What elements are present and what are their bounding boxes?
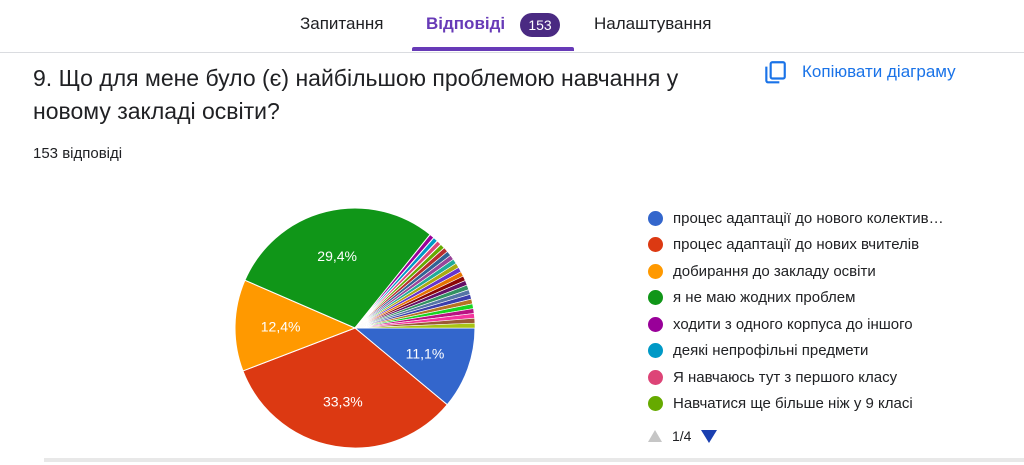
- tab-questions[interactable]: Запитання: [300, 14, 384, 33]
- copy-chart-button[interactable]: Копіювати діаграму: [762, 58, 956, 86]
- legend-swatch: [648, 369, 663, 385]
- triangle-up-icon[interactable]: [648, 430, 662, 442]
- legend-swatch: [648, 316, 663, 332]
- answers-count-badge: 153: [520, 13, 560, 37]
- response-count: 153 відповіді: [33, 145, 123, 162]
- scroll-track: [44, 458, 1024, 462]
- legend-label: деякі непрофільні предмети: [673, 342, 869, 360]
- active-tab-indicator: [412, 47, 574, 51]
- copy-chart-label: Копіювати діаграму: [802, 62, 956, 81]
- legend-pager: 1/4: [648, 428, 718, 444]
- pie-chart: 11,1% 33,3% 12,4% 29,4%: [234, 207, 476, 449]
- legend-item-2: добирання до закладу освіти: [648, 258, 944, 285]
- legend-swatch: [648, 263, 663, 279]
- legend-item-6: Я навчаюсь тут з першого класу: [648, 364, 944, 391]
- pie-slice-2: [234, 279, 357, 372]
- legend-swatch: [648, 210, 663, 226]
- pie-slice-0: [353, 327, 476, 406]
- chart-legend: процес адаптації до нового колектив… проц…: [648, 205, 944, 417]
- tab-settings[interactable]: Налаштування: [594, 14, 712, 33]
- pie-slice-other-17: [354, 322, 476, 329]
- pie-data-label-1: 33,3%: [323, 393, 363, 409]
- pie-slice-3: [244, 207, 431, 329]
- legend-label: процес адаптації до нових вчителів: [673, 236, 920, 254]
- pager-label: 1/4: [672, 428, 692, 444]
- pie-data-label-0: 11,1%: [406, 345, 445, 361]
- legend-item-0: процес адаптації до нового колектив…: [648, 205, 944, 232]
- tab-answers[interactable]: Відповіді: [426, 14, 506, 33]
- legend-swatch: [648, 396, 663, 412]
- legend-item-5: деякі непрофільні предмети: [648, 338, 944, 365]
- pie-slice-1: [242, 327, 448, 449]
- legend-label: Я навчаюсь тут з першого класу: [673, 368, 898, 386]
- legend-item-4: ходити з одного корпуса до іншого: [648, 311, 944, 338]
- pie-data-label-3: 29,4%: [317, 248, 357, 264]
- legend-label: ходити з одного корпуса до іншого: [673, 315, 913, 333]
- pie-data-label-2: 12,4%: [261, 318, 301, 334]
- question-card: [0, 52, 1024, 459]
- legend-label: процес адаптації до нового колектив…: [673, 209, 944, 227]
- legend-item-1: процес адаптації до нових вчителів: [648, 232, 944, 259]
- legend-label: я не маю жодних проблем: [673, 289, 856, 307]
- question-title: 9. Що для мене було (є) найбільшою пробл…: [33, 65, 679, 124]
- legend-swatch: [648, 290, 663, 306]
- legend-label: Навчатися ще більше ніж у 9 класі: [673, 395, 913, 413]
- legend-swatch: [648, 237, 663, 253]
- legend-label: добирання до закладу освіти: [673, 262, 876, 280]
- legend-swatch: [648, 343, 663, 359]
- legend-item-3: я не маю жодних проблем: [648, 285, 944, 312]
- tab-bar: Запитання Відповіді 153 Налаштування: [0, 0, 1024, 52]
- copy-icon: [765, 61, 786, 84]
- legend-item-7: Навчатися ще більше ніж у 9 класі: [648, 391, 944, 418]
- triangle-down-icon[interactable]: [701, 429, 718, 443]
